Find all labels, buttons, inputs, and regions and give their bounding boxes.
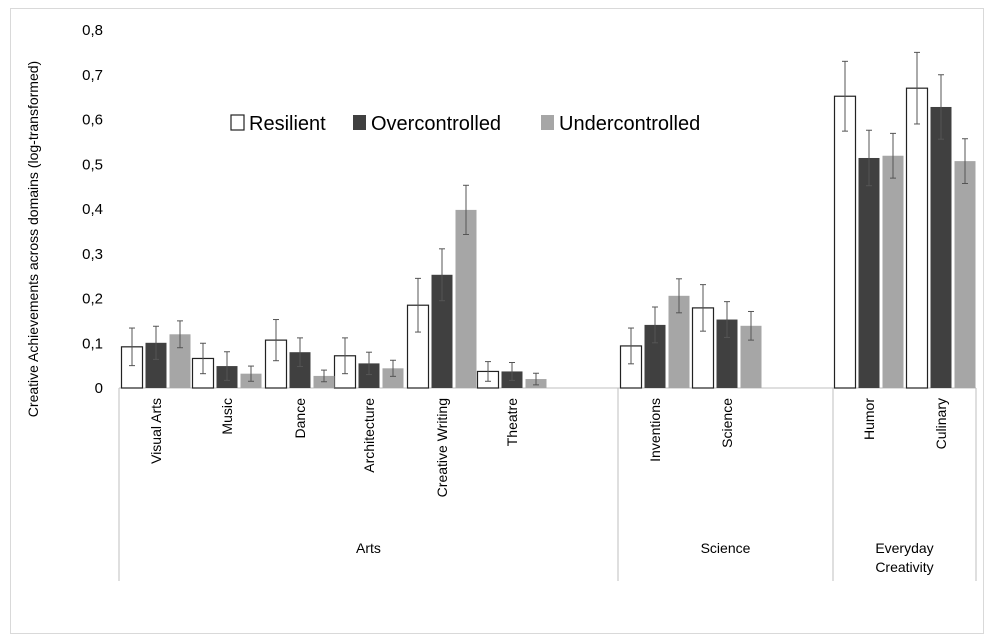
axes: 0 0,1 0,2 0,3 0,4 0,5 0,6 0,7 0,8 Visual Arts Musi…: [82, 22, 977, 581]
x-tick-label: Creative Writing: [434, 398, 450, 497]
bar: [882, 155, 904, 388]
bar: [716, 319, 738, 388]
bar: [431, 274, 453, 388]
y-tick-label: 0,1: [82, 335, 103, 352]
legend-label: Undercontrolled: [559, 113, 700, 135]
bar: [930, 106, 952, 388]
y-tick-label: 0,4: [82, 201, 103, 218]
bar: [833, 95, 857, 389]
bar: [954, 161, 976, 388]
x-tick-label: Music: [219, 398, 235, 435]
bar: [455, 209, 477, 388]
x-tick-label: Theatre: [504, 398, 520, 446]
x-tick-label: Architecture: [361, 398, 377, 473]
legend-swatch: [353, 115, 366, 130]
group-label: Science: [701, 540, 751, 556]
bar: [740, 325, 762, 388]
x-tick-label: Visual Arts: [148, 398, 164, 464]
legend: Resilient Overcontrolled Undercontrolled: [230, 113, 700, 135]
y-tick-label: 0,3: [82, 246, 103, 263]
bar: [644, 324, 666, 388]
bar: [358, 363, 380, 388]
bar: [668, 295, 690, 388]
legend-label: Overcontrolled: [371, 113, 501, 135]
y-tick-label: 0: [95, 380, 103, 397]
bar: [169, 334, 191, 388]
x-tick-label: Science: [719, 398, 735, 448]
x-tick-label: Inventions: [647, 398, 663, 462]
group-label: Everyday Creativity: [875, 540, 933, 575]
bar: [145, 342, 167, 388]
bar-chart: 0 0,1 0,2 0,3 0,4 0,5 0,6 0,7 0,8 Visual Arts Musi…: [25, 22, 977, 581]
x-tick-label: Humor: [861, 398, 877, 440]
y-tick-label: 0,8: [82, 22, 103, 39]
bar: [858, 157, 880, 388]
legend-swatch: [541, 115, 554, 130]
chart-frame: 0 0,1 0,2 0,3 0,4 0,5 0,6 0,7 0,8 Visual Arts Musi…: [10, 8, 984, 634]
group-label: Arts: [356, 540, 381, 556]
x-tick-label: Dance: [292, 398, 308, 439]
bars: [120, 51, 976, 389]
bar: [382, 368, 404, 388]
y-axis-label: Creative Achievements across domains (lo…: [25, 61, 41, 417]
y-tick-label: 0,2: [82, 291, 103, 308]
y-tick-label: 0,5: [82, 156, 103, 173]
bar: [289, 352, 311, 388]
y-tick-label: 0,6: [82, 112, 103, 129]
legend-swatch: [230, 114, 245, 131]
legend-label: Resilient: [249, 113, 326, 135]
x-tick-label: Culinary: [933, 398, 949, 449]
y-tick-label: 0,7: [82, 67, 103, 84]
bar: [905, 87, 929, 389]
